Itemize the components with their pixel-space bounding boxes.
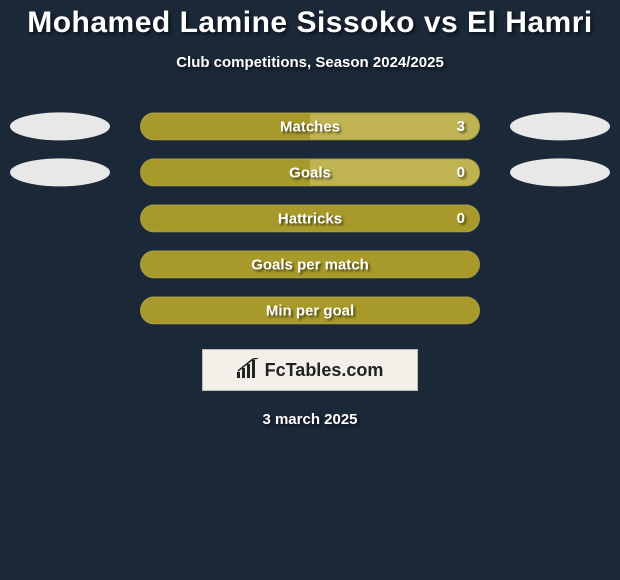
date-text: 3 march 2025 <box>0 411 620 428</box>
stat-bars-container: Matches 3 Goals 0 Hattricks 0 Goals per match M… <box>0 109 620 339</box>
stat-bar: Goals 0 <box>140 158 480 186</box>
left-blob <box>10 112 110 140</box>
stat-bar: Min per goal <box>140 296 480 324</box>
stat-bar: Goals per match <box>140 250 480 278</box>
logo-box: FcTables.com <box>202 349 418 391</box>
stat-row: Goals per match <box>0 247 620 293</box>
stat-bar: Hattricks 0 <box>140 204 480 232</box>
stat-row: Min per goal <box>0 293 620 339</box>
stat-row: Hattricks 0 <box>0 201 620 247</box>
stat-right-value: 3 <box>457 118 465 135</box>
page-title: Mohamed Lamine Sissoko vs El Hamri <box>0 0 620 40</box>
stat-row: Matches 3 <box>0 109 620 155</box>
left-blob <box>10 158 110 186</box>
logo-text: FcTables.com <box>265 360 384 381</box>
right-blob <box>510 112 610 140</box>
stat-label: Goals <box>289 164 331 181</box>
subtitle-text: Club competitions, Season 2024/2025 <box>0 54 620 71</box>
stat-bar-fill <box>141 159 310 185</box>
stat-right-value: 0 <box>457 164 465 181</box>
stat-row: Goals 0 <box>0 155 620 201</box>
stat-label: Goals per match <box>251 256 369 273</box>
stat-label: Min per goal <box>266 302 354 319</box>
chart-icon <box>237 358 261 383</box>
stat-label: Matches <box>280 118 340 135</box>
stat-bar: Matches 3 <box>140 112 480 140</box>
right-blob <box>510 158 610 186</box>
stat-label: Hattricks <box>278 210 342 227</box>
stat-right-value: 0 <box>457 210 465 227</box>
